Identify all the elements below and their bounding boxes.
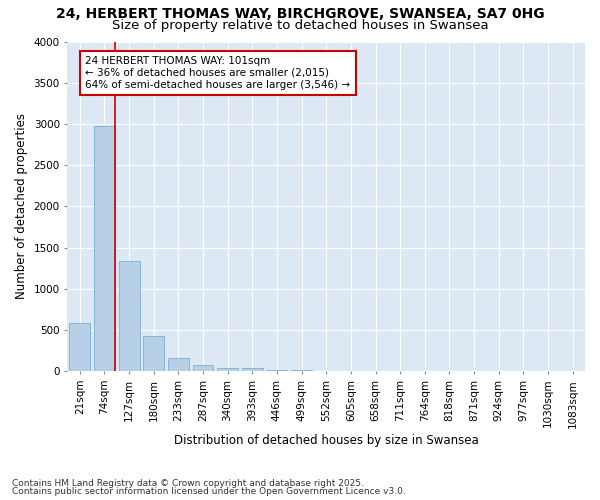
Y-axis label: Number of detached properties: Number of detached properties bbox=[15, 114, 28, 300]
X-axis label: Distribution of detached houses by size in Swansea: Distribution of detached houses by size … bbox=[174, 434, 479, 448]
Text: 24, HERBERT THOMAS WAY, BIRCHGROVE, SWANSEA, SA7 0HG: 24, HERBERT THOMAS WAY, BIRCHGROVE, SWAN… bbox=[56, 8, 544, 22]
Bar bbox=[119, 261, 140, 372]
Bar bbox=[266, 370, 287, 372]
Bar bbox=[217, 368, 238, 372]
Text: 24 HERBERT THOMAS WAY: 101sqm
← 36% of detached houses are smaller (2,015)
64% o: 24 HERBERT THOMAS WAY: 101sqm ← 36% of d… bbox=[85, 56, 350, 90]
Bar bbox=[168, 358, 189, 372]
Bar bbox=[69, 322, 90, 372]
Bar bbox=[193, 364, 214, 372]
Bar bbox=[94, 126, 115, 372]
Bar bbox=[242, 368, 263, 372]
Text: Contains HM Land Registry data © Crown copyright and database right 2025.: Contains HM Land Registry data © Crown c… bbox=[12, 478, 364, 488]
Bar bbox=[143, 336, 164, 372]
Bar bbox=[291, 370, 312, 372]
Text: Size of property relative to detached houses in Swansea: Size of property relative to detached ho… bbox=[112, 18, 488, 32]
Text: Contains public sector information licensed under the Open Government Licence v3: Contains public sector information licen… bbox=[12, 487, 406, 496]
